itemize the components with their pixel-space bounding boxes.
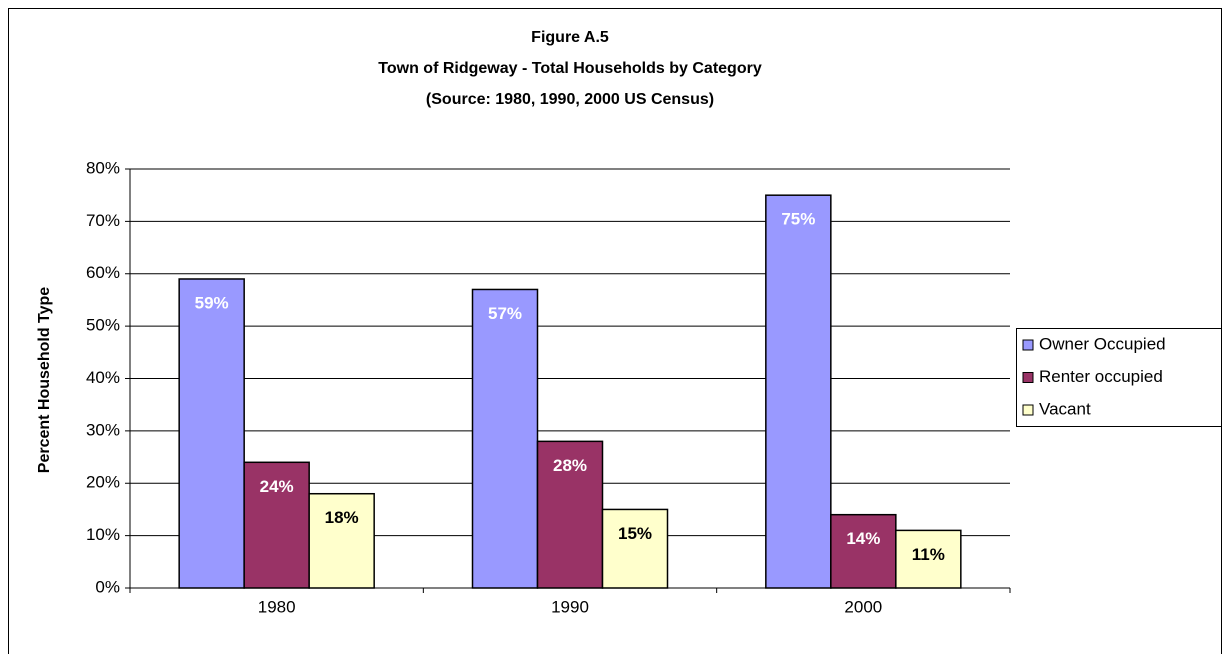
- y-tick-label: 50%: [86, 316, 120, 335]
- data-label: 14%: [846, 529, 880, 548]
- legend-swatch: [1022, 339, 1034, 351]
- legend-label: Renter occupied: [1039, 367, 1163, 386]
- legend-swatch: [1022, 404, 1034, 416]
- y-tick-label: 80%: [86, 158, 120, 177]
- y-tick-label: 10%: [86, 525, 120, 544]
- y-tick-label: 20%: [86, 473, 120, 492]
- legend-swatch: [1022, 372, 1034, 383]
- bar: [243, 461, 310, 589]
- y-tick-label: 70%: [86, 211, 120, 230]
- data-label: 75%: [781, 210, 815, 229]
- data-label: 15%: [618, 524, 652, 543]
- bar: [471, 288, 539, 589]
- bar: [830, 513, 897, 589]
- data-label: 28%: [553, 456, 587, 475]
- y-tick-label: 30%: [86, 420, 120, 439]
- data-label: 11%: [912, 545, 945, 564]
- x-tick-label: 2000: [844, 597, 882, 616]
- x-tick-label: 1990: [551, 597, 589, 616]
- y-tick-label: 60%: [86, 263, 120, 282]
- chart-subtitle: (Source: 1980, 1990, 2000 US Census): [426, 91, 714, 108]
- bar: [601, 508, 669, 589]
- legend: [1016, 328, 1222, 427]
- data-label: 57%: [488, 304, 522, 323]
- data-label: 59%: [195, 293, 229, 312]
- y-tick-label: 0%: [95, 577, 120, 596]
- bar: [178, 278, 245, 589]
- legend-label: Vacant: [1039, 399, 1091, 418]
- x-tick-label: 1980: [258, 597, 296, 616]
- data-label: 24%: [260, 477, 294, 496]
- y-axis-label: Percent Household Type: [36, 287, 53, 474]
- bar: [765, 194, 832, 589]
- bar: [895, 529, 962, 589]
- bar: [536, 440, 604, 589]
- legend-label: Owner Occupied: [1039, 334, 1166, 353]
- bar: [308, 492, 375, 589]
- y-tick-label: 40%: [86, 368, 120, 387]
- data-label: 18%: [325, 508, 359, 527]
- chart-title: Figure A.5: [531, 29, 609, 46]
- chart-subtitle: Town of Ridgeway - Total Households by C…: [378, 60, 762, 77]
